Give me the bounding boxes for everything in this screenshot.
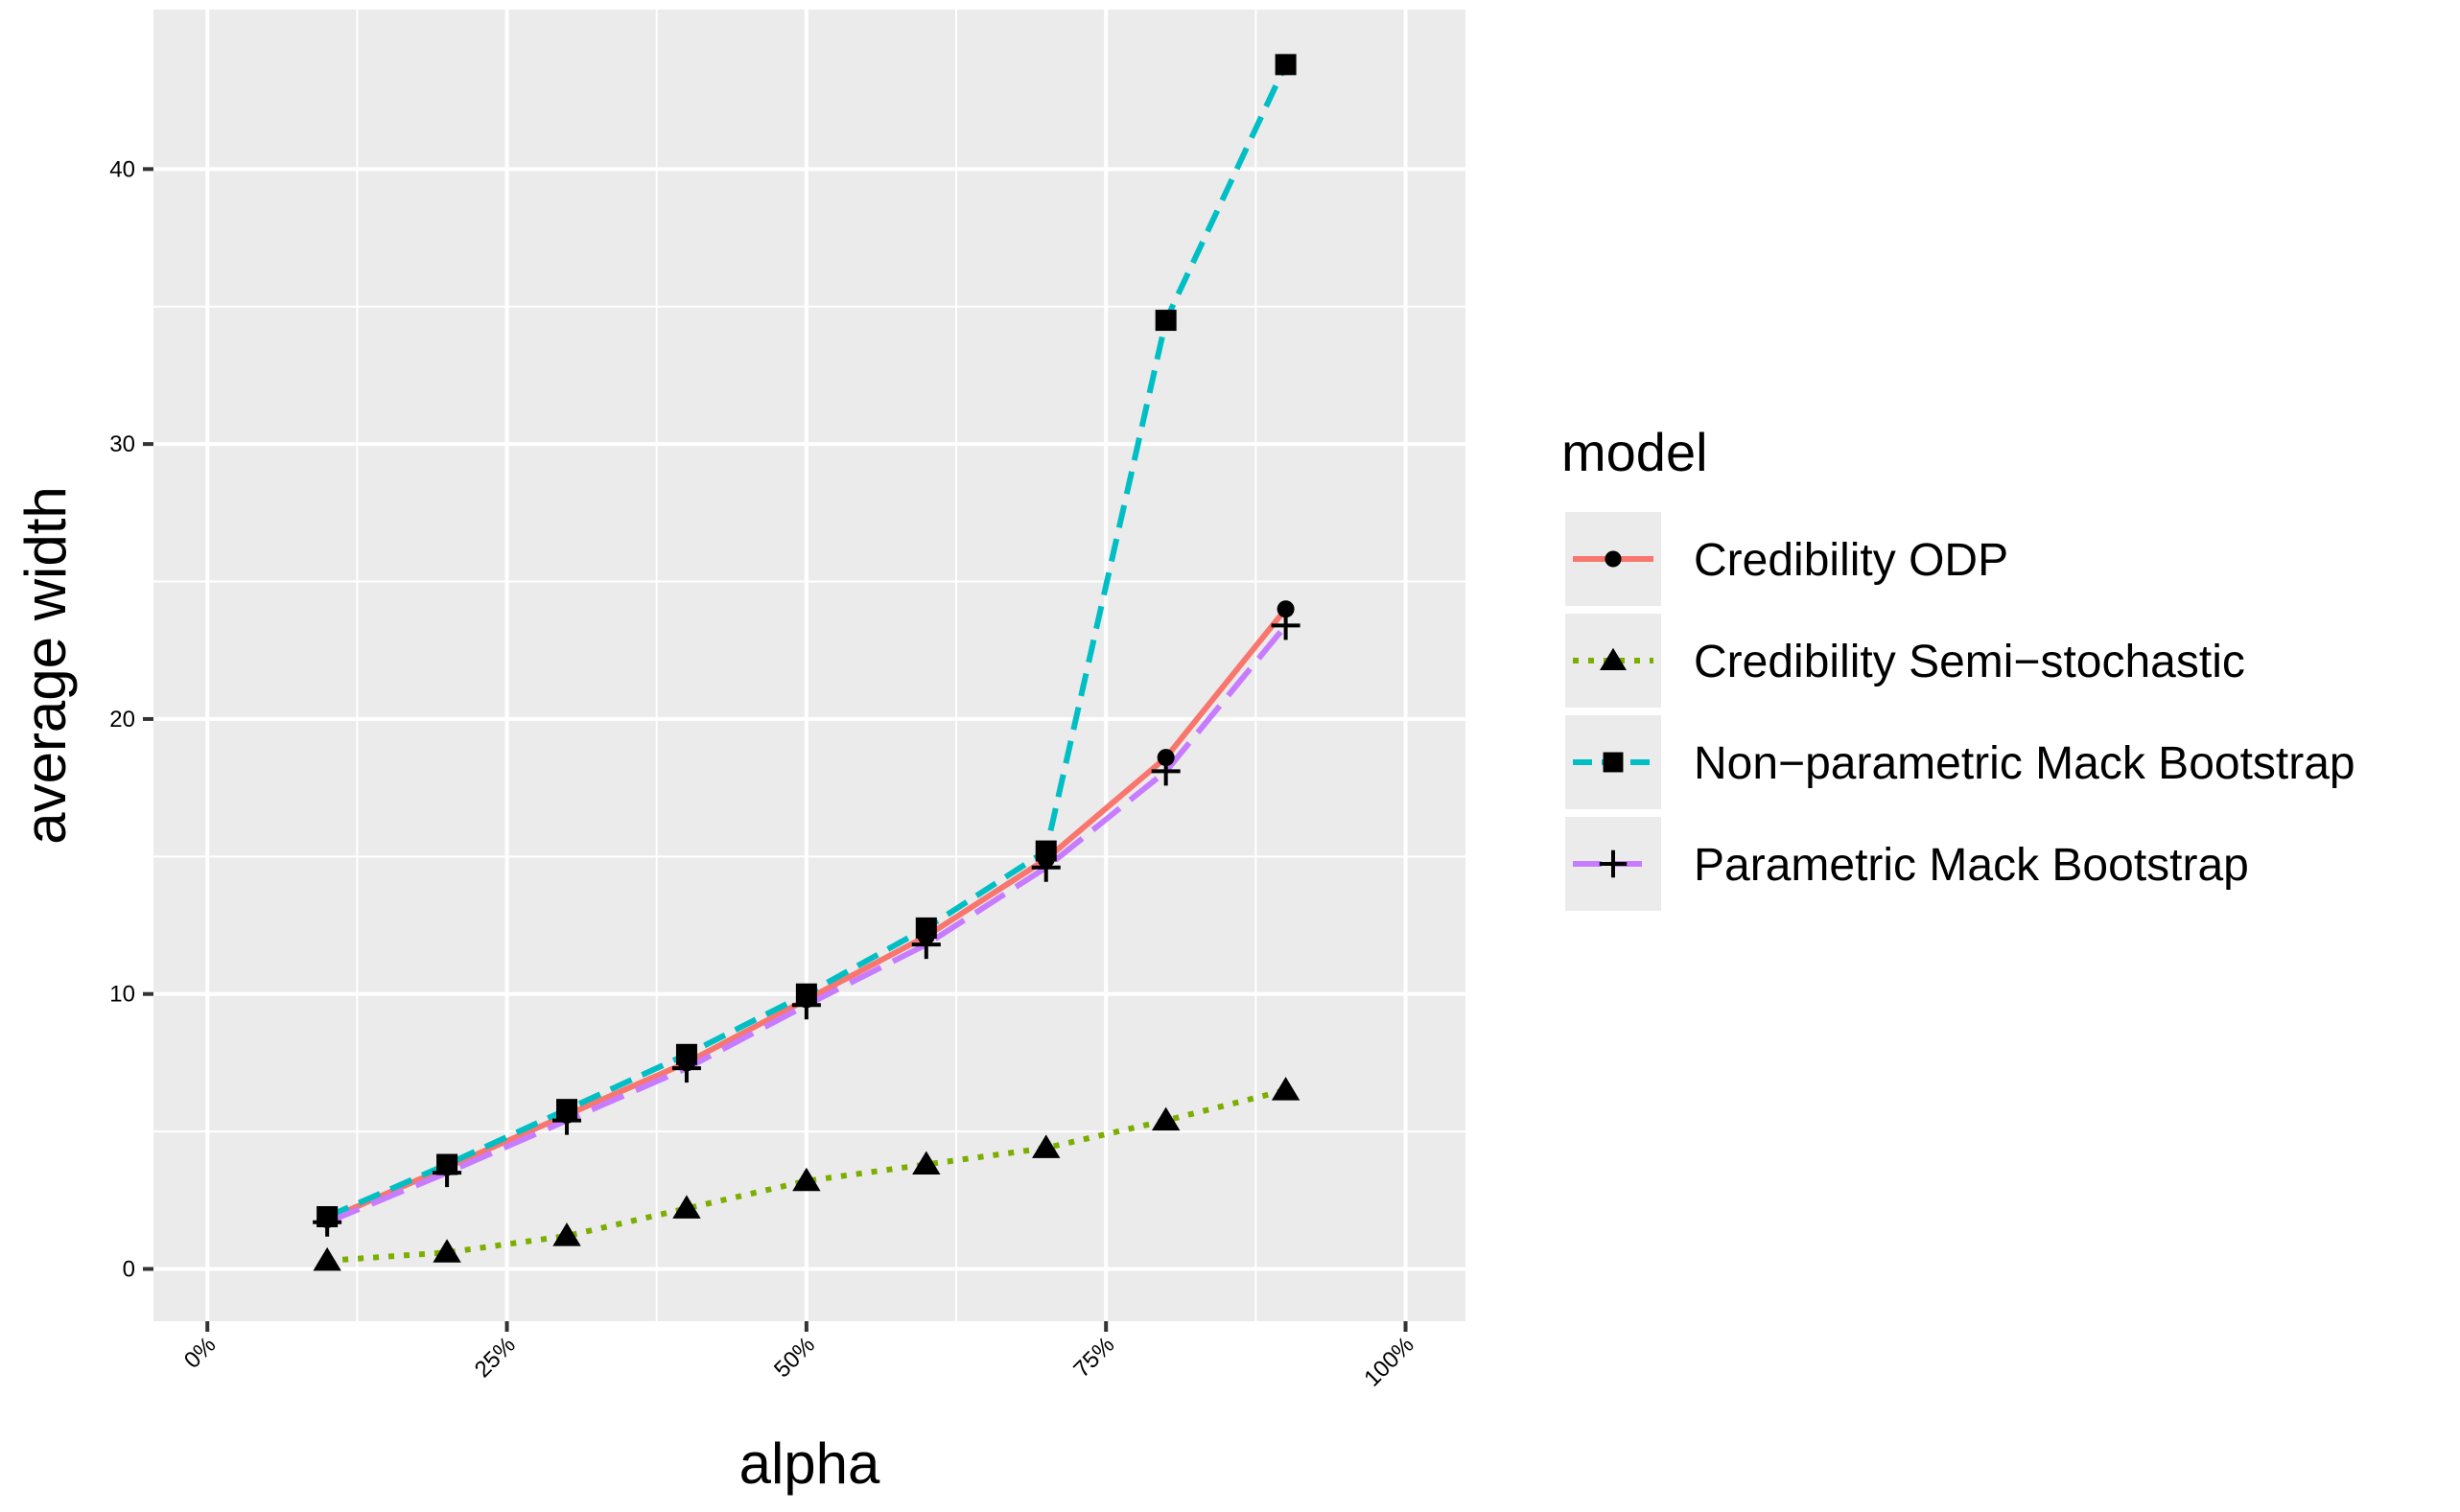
data-point	[1035, 840, 1057, 862]
data-point	[552, 1222, 581, 1246]
grid-minor	[153, 10, 1465, 1321]
data-point	[792, 1167, 821, 1192]
legend: model Credibility ODP Credibility Semi−s…	[1561, 422, 2355, 911]
data-point	[552, 1105, 582, 1135]
x-tick-label: 0%	[179, 1332, 222, 1374]
data-point	[433, 1239, 461, 1263]
y-axis: 0 10 20 30 40	[109, 156, 153, 1283]
data-point	[672, 1195, 701, 1219]
legend-key-marker	[1605, 550, 1622, 568]
data-point	[912, 1151, 941, 1175]
legend-label-credibility-semi-stochastic: Credibility Semi−stochastic	[1694, 637, 2245, 687]
data-point	[1032, 1134, 1061, 1158]
series-line-3	[326, 623, 1288, 1225]
series-markers	[313, 54, 1300, 1271]
legend-key-marker	[1599, 849, 1628, 878]
data-point	[671, 1054, 701, 1083]
grid-major	[153, 10, 1465, 1321]
legend-label-credibility-odp: Credibility ODP	[1694, 535, 2008, 586]
legend-title: model	[1561, 422, 1708, 482]
legend-keys	[1565, 512, 1661, 911]
x-tick-label: 50%	[769, 1332, 820, 1383]
y-tick-label: 10	[109, 982, 135, 1008]
data-point	[1151, 1106, 1181, 1131]
data-point	[791, 990, 821, 1020]
data-point	[915, 917, 937, 939]
legend-key-marker	[1603, 752, 1624, 773]
data-point	[1275, 54, 1297, 76]
data-point	[911, 930, 941, 960]
y-axis-title: average width	[13, 486, 78, 845]
x-axis-title: alpha	[739, 1431, 880, 1496]
data-point	[1271, 1077, 1300, 1101]
x-tick-label: 25%	[470, 1332, 521, 1383]
data-point	[1155, 310, 1177, 332]
legend-label-non-parametric-mack-bootstrap: Non−parametric Mack Bootstrap	[1694, 738, 2355, 789]
y-tick-label: 40	[109, 156, 135, 182]
legend-label-parametric-mack-bootstrap: Parametric Mack Bootstrap	[1694, 840, 2249, 891]
plot-panel	[153, 10, 1465, 1321]
x-tick-label: 75%	[1068, 1332, 1119, 1383]
y-tick-label: 30	[109, 431, 135, 457]
x-tick-label: 100%	[1359, 1332, 1419, 1392]
x-axis: 0% 25% 50% 75% 100%	[179, 1321, 1419, 1392]
data-point	[313, 1246, 341, 1271]
data-point	[1277, 600, 1295, 618]
y-tick-label: 20	[109, 707, 135, 733]
data-point	[1031, 852, 1061, 882]
data-point	[433, 1158, 462, 1188]
data-point	[1271, 611, 1300, 640]
y-tick-label: 0	[123, 1257, 135, 1283]
data-point	[313, 1207, 342, 1237]
data-point	[1151, 756, 1181, 786]
legend-key-marker	[1600, 647, 1627, 670]
